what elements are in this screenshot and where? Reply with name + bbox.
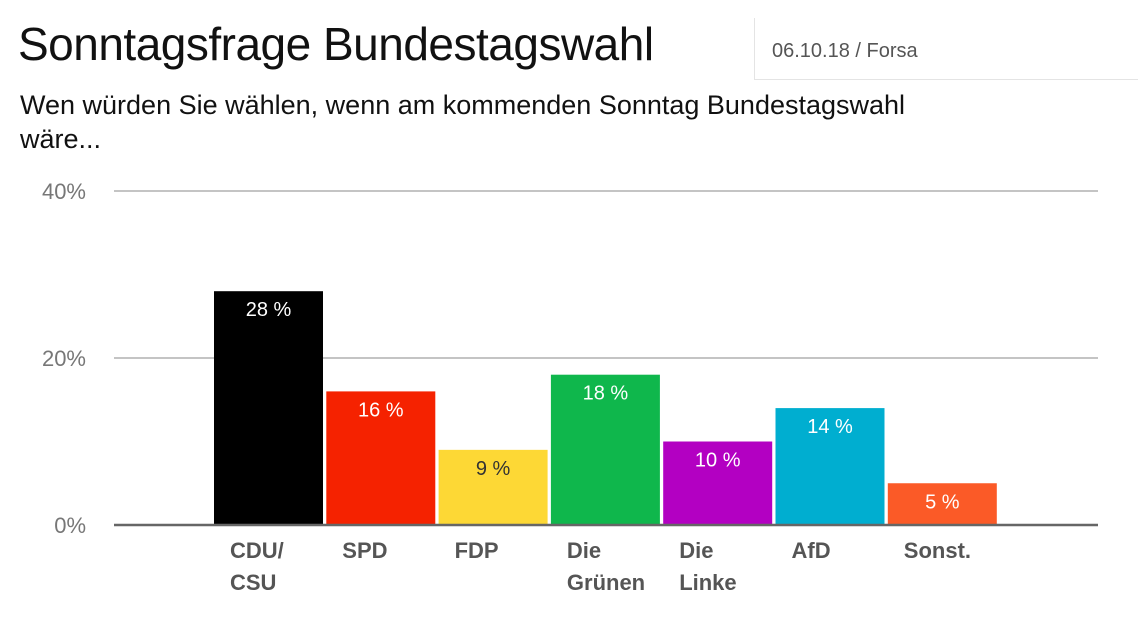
x-tick-label-line: CDU/ — [230, 538, 284, 563]
bar — [214, 291, 323, 525]
x-tick-label: FDP — [455, 538, 499, 563]
x-tick-label-line: Sonst. — [904, 538, 971, 563]
bar — [887, 483, 997, 525]
data-label: 9 % — [476, 458, 511, 480]
y-tick-label: 40% — [42, 179, 86, 204]
date-source: 06.10.18 / Forsa — [772, 40, 918, 62]
x-tick-label-line: Die — [679, 538, 713, 563]
x-tick-label-line: Linke — [679, 570, 736, 595]
x-tick-label: AfD — [792, 538, 831, 563]
x-tick-label-line: AfD — [792, 538, 831, 563]
x-tick-label-line: CSU — [230, 570, 276, 595]
meta-box — [754, 18, 1138, 80]
x-tick-label: Sonst. — [904, 538, 971, 563]
y-tick-label: 20% — [42, 346, 86, 371]
x-tick-label: SPD — [342, 538, 387, 563]
x-tick-label: Die Grünen — [567, 538, 645, 595]
data-label: 5 % — [925, 491, 960, 513]
page-title: Sonntagsfrage Bundestagswahl — [18, 18, 654, 70]
data-label: 14 % — [807, 416, 853, 438]
data-label: 16 % — [358, 399, 404, 421]
x-tick-label: CDU/CSU — [230, 538, 284, 595]
bar — [663, 441, 773, 525]
bar — [326, 391, 436, 525]
data-label: 18 % — [583, 383, 629, 405]
chart-subtitle: Wen würden Sie wählen, wenn am kommenden… — [20, 90, 906, 154]
x-tick-label-line: Die — [567, 538, 601, 563]
x-tick-label-line: FDP — [455, 538, 499, 563]
bar — [438, 449, 548, 525]
data-label: 28 % — [246, 299, 292, 321]
data-label: 10 % — [695, 450, 741, 472]
x-tick-label-line: SPD — [342, 538, 387, 563]
bar — [550, 374, 660, 525]
bar — [775, 408, 885, 525]
x-tick-label-line: Grünen — [567, 570, 645, 595]
y-tick-label: 0% — [54, 513, 86, 538]
x-tick-label: Die Linke — [679, 538, 736, 595]
